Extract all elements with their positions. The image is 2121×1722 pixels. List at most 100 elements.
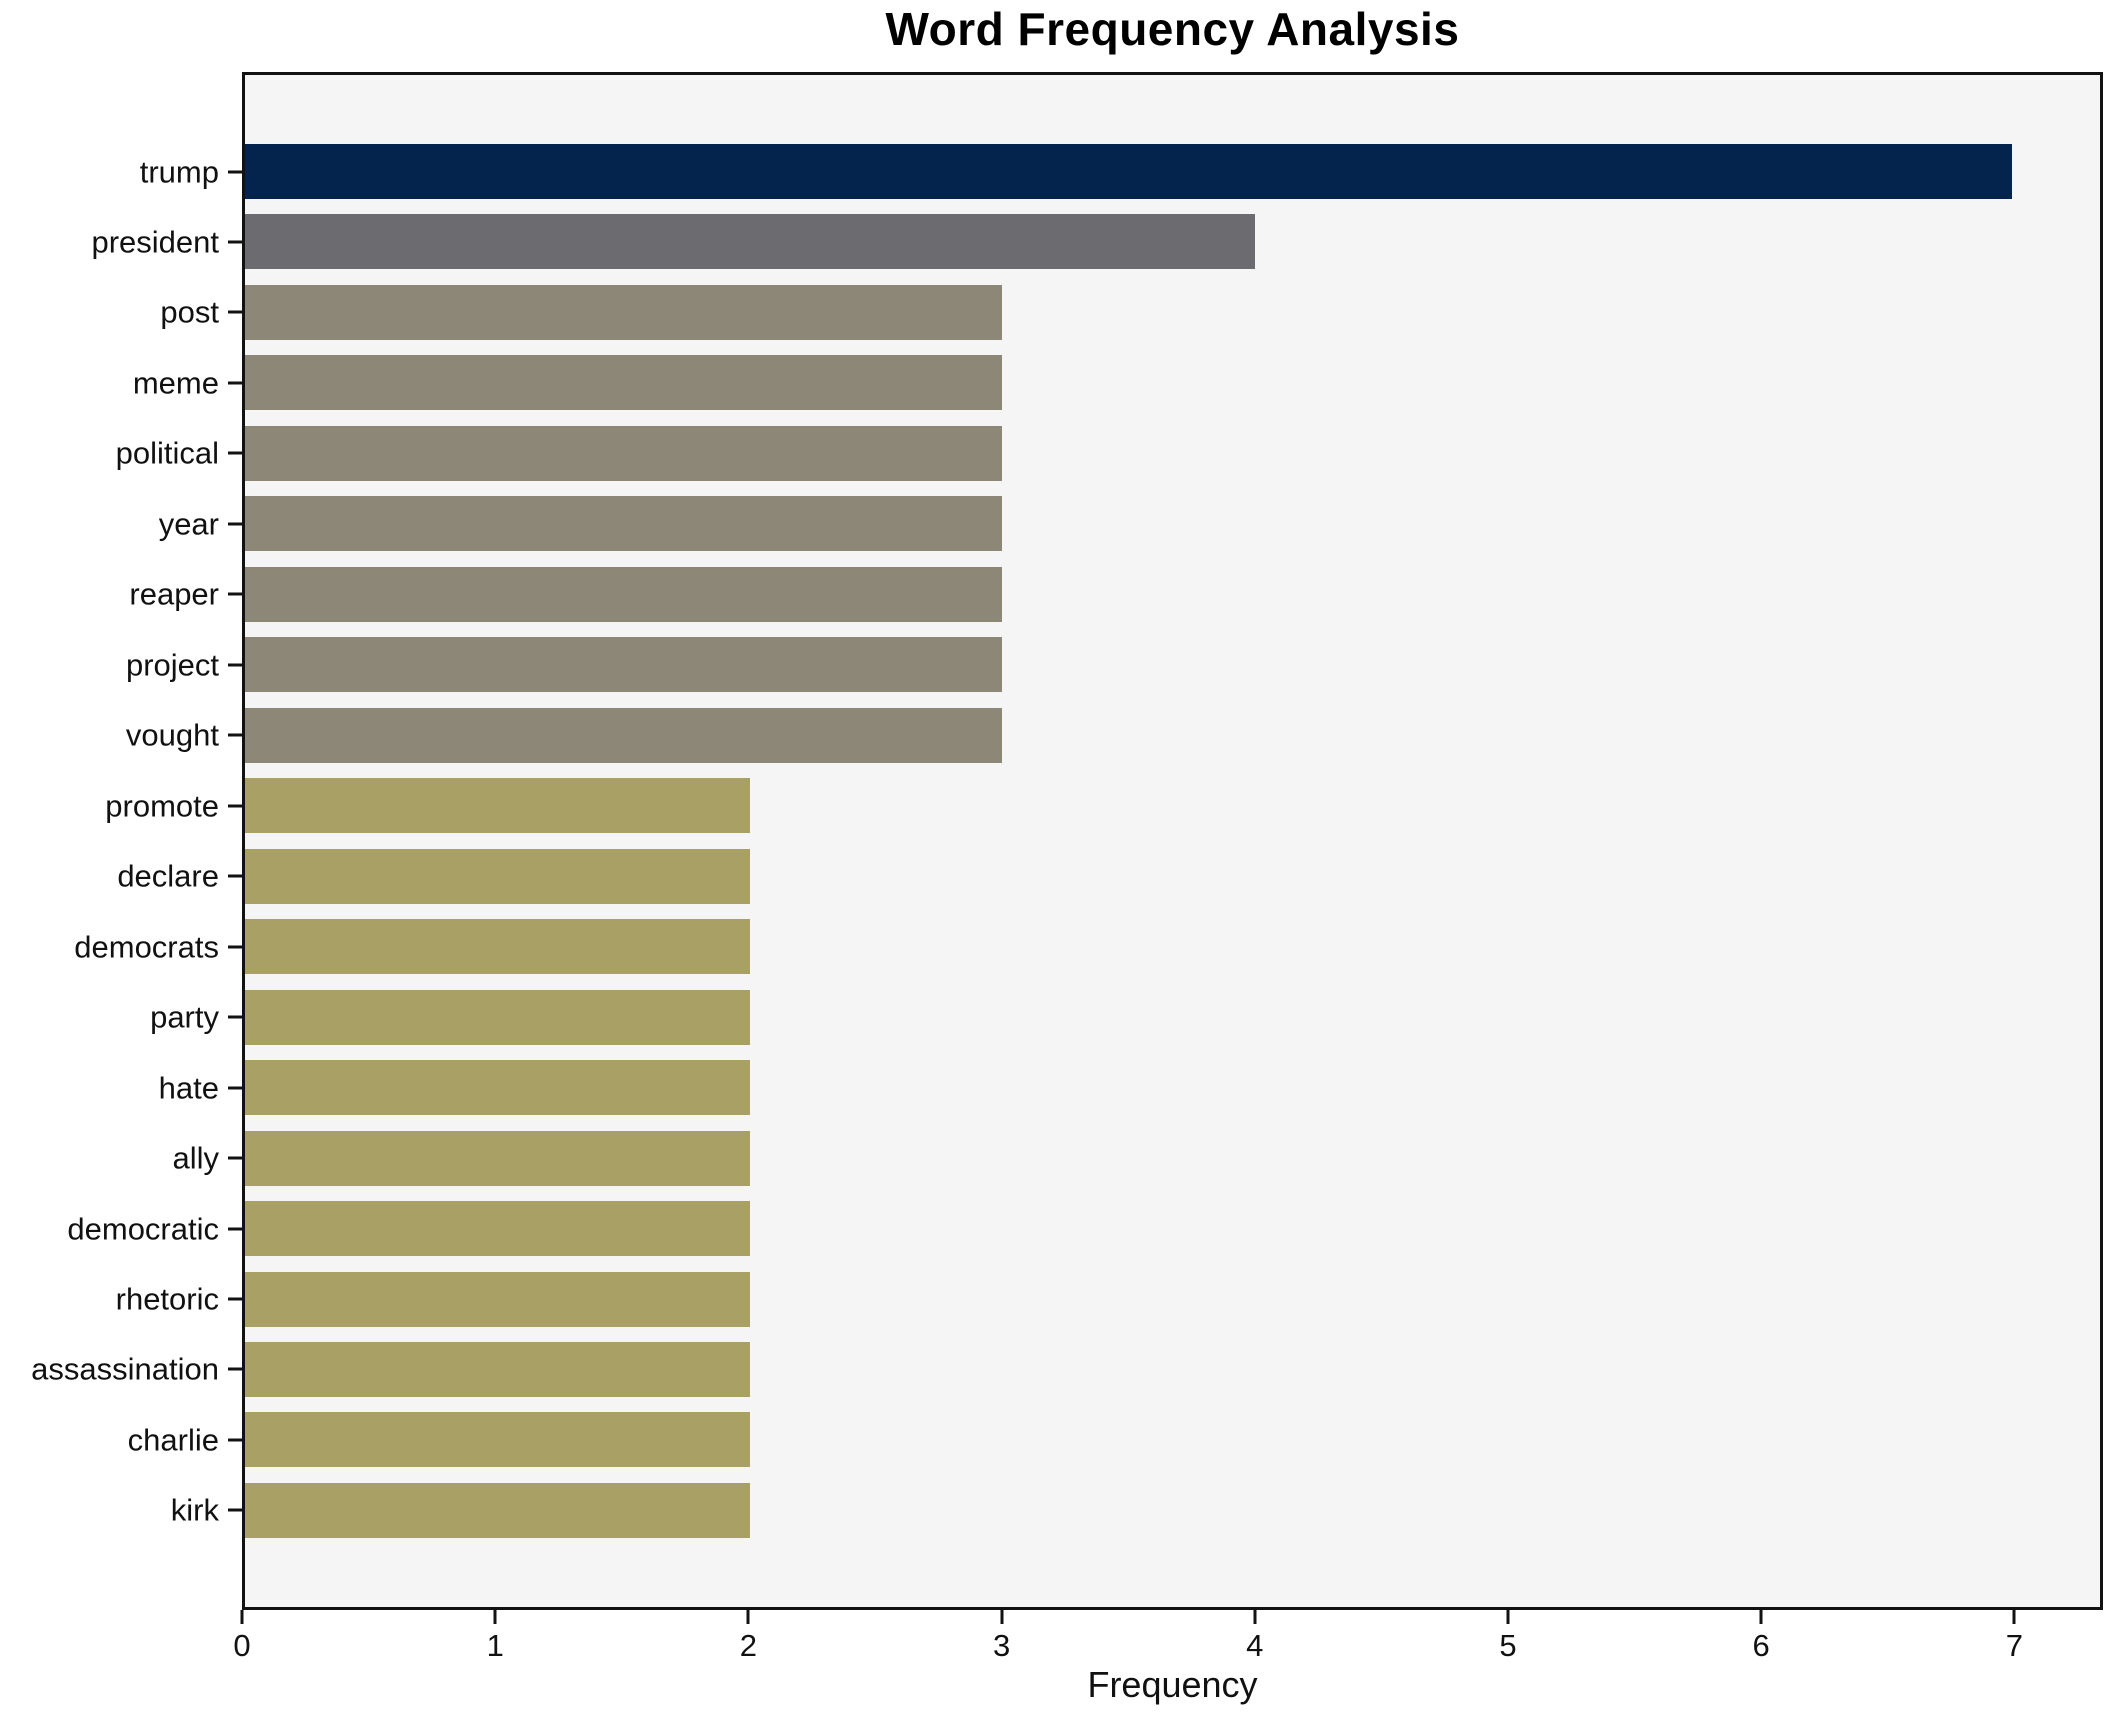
y-axis-label: democratic — [67, 1211, 219, 1247]
bar-political — [245, 425, 1003, 481]
x-tick-label: 6 — [1752, 1628, 1770, 1663]
y-tick-mark — [228, 1297, 242, 1301]
bar-charlie — [245, 1412, 750, 1468]
x-tick-label: 2 — [739, 1628, 758, 1663]
bar-row: promote — [105, 778, 2100, 834]
bar-row: reaper — [129, 566, 2100, 622]
y-axis-label: project — [125, 647, 219, 683]
bar-project — [245, 637, 1003, 693]
bar-president — [245, 214, 1255, 270]
chart-title: Word Frequency Analysis — [885, 3, 1460, 55]
x-tick-mark — [1253, 1610, 1257, 1624]
bar-row: declare — [117, 848, 2100, 904]
bar-vought — [245, 707, 1003, 763]
bar-kirk — [245, 1482, 750, 1538]
x-tick-label: 3 — [992, 1628, 1011, 1663]
x-tick-label: 1 — [486, 1628, 504, 1663]
y-axis-label: promote — [105, 788, 219, 824]
y-tick-mark — [228, 1438, 242, 1442]
bar-row: assassination — [31, 1341, 2100, 1397]
y-axis-label: assassination — [31, 1351, 219, 1387]
bar-row: democratic — [67, 1201, 2100, 1257]
plot-area: trump president post meme political year reape… — [31, 72, 2103, 1610]
y-tick-mark — [228, 1086, 242, 1090]
x-tick-mark — [2012, 1610, 2016, 1624]
y-tick-mark — [228, 310, 242, 314]
y-axis-label: political — [115, 435, 219, 471]
y-axis-label: hate — [158, 1070, 219, 1106]
y-tick-mark — [228, 1508, 242, 1512]
bar-ally — [245, 1130, 750, 1186]
y-tick-mark — [228, 945, 242, 949]
y-axis-label: post — [160, 294, 219, 330]
y-tick-mark — [228, 1367, 242, 1371]
x-tick-mark — [1759, 1610, 1763, 1624]
y-axis-label: vought — [125, 717, 219, 753]
x-tick-label: 5 — [1499, 1628, 1517, 1663]
bar-row: ally — [172, 1130, 2100, 1186]
y-tick-mark — [228, 451, 242, 455]
x-tick-mark — [1506, 1610, 1510, 1624]
y-axis-label: declare — [117, 858, 219, 894]
bar-row: rhetoric — [116, 1271, 2100, 1327]
y-tick-mark — [228, 874, 242, 878]
bar-row: post — [160, 284, 2100, 340]
y-tick-mark — [228, 733, 242, 737]
bar-row: party — [150, 989, 2100, 1045]
y-axis-label: kirk — [170, 1492, 219, 1528]
x-tick-label: 4 — [1246, 1628, 1264, 1663]
y-axis-label: democrats — [74, 929, 219, 965]
y-axis-label: rhetoric — [115, 1281, 219, 1317]
y-tick-mark — [228, 1227, 242, 1231]
y-tick-mark — [228, 1156, 242, 1160]
y-axis-label: trump — [139, 154, 219, 189]
bar-post — [245, 284, 1003, 340]
bar-row: president — [91, 214, 2100, 270]
bar-row: meme — [133, 355, 2100, 411]
bar-trump — [245, 144, 2012, 199]
bar-party — [245, 989, 750, 1045]
y-axis-label: president — [91, 224, 219, 260]
y-tick-mark — [228, 522, 242, 526]
y-tick-mark — [228, 592, 242, 596]
bar-row: hate — [159, 1060, 2100, 1116]
bar-assassination — [245, 1341, 750, 1397]
x-tick-mark — [1000, 1610, 1004, 1624]
bar-meme — [245, 355, 1003, 411]
x-tick-mark — [240, 1610, 244, 1624]
bar-democrats — [245, 919, 750, 975]
bar-hate — [245, 1060, 750, 1116]
bar-reaper — [245, 566, 1003, 622]
bar-row: project — [126, 637, 2100, 693]
y-axis-label: ally — [172, 1140, 219, 1176]
bar-row: political — [116, 425, 2100, 481]
x-tick-mark — [746, 1610, 750, 1624]
x-tick-mark — [493, 1610, 497, 1624]
bar-rows-container: trump president post meme political year reape… — [31, 75, 2100, 1607]
bar-row: vought — [126, 707, 2100, 763]
y-axis-label: reaper — [129, 576, 219, 612]
bar-row: kirk — [171, 1482, 2100, 1538]
bar-row: democrats — [74, 919, 2100, 975]
bar-declare — [245, 848, 750, 904]
y-axis-label: year — [158, 506, 219, 542]
y-tick-mark — [228, 804, 242, 808]
bar-row: charlie — [128, 1412, 2100, 1468]
bar-row: trump — [140, 144, 2100, 199]
y-tick-mark — [228, 170, 242, 173]
y-axis-label: meme — [132, 365, 219, 401]
x-tick-label: 0 — [233, 1628, 251, 1663]
y-tick-mark — [228, 1015, 242, 1019]
bar-rhetoric — [245, 1271, 750, 1327]
y-axis-label: party — [150, 999, 219, 1035]
y-tick-mark — [228, 240, 242, 244]
bar-row: year — [159, 496, 2100, 552]
y-tick-mark — [228, 663, 242, 667]
bar-year — [245, 496, 1003, 552]
x-axis-label: Frequency — [1087, 1664, 1258, 1705]
y-tick-mark — [228, 381, 242, 385]
bar-promote — [245, 778, 750, 834]
bar-democratic — [245, 1201, 750, 1257]
x-tick-label: 7 — [2005, 1628, 2023, 1663]
